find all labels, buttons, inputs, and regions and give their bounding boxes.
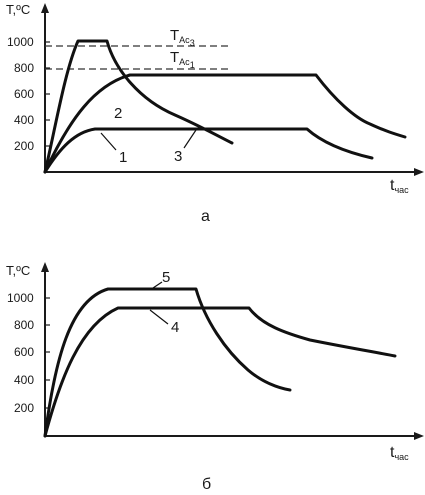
tac3-label: TAc3: [170, 27, 195, 48]
top-x-axis-label: tчас: [390, 177, 409, 195]
top-tick-1000: 1000: [7, 35, 34, 49]
tac1-label: TAc1: [170, 49, 195, 70]
bottom-caption: б: [202, 476, 211, 493]
curve-1-leader: [100, 132, 117, 151]
curve-3-leader: [183, 129, 197, 149]
top-y-arrow: [41, 3, 49, 13]
top-tick-200: 200: [14, 139, 34, 153]
curve-2: [43, 73, 407, 174]
bottom-y-axis-label: T,ºC: [6, 263, 30, 278]
curve-4-label: 4: [171, 319, 179, 336]
curve-1: [43, 127, 374, 174]
bottom-y-ticks: 1000 800 600 400 200: [7, 291, 50, 415]
bottom-x-arrow: [414, 432, 424, 440]
top-tick-600: 600: [14, 87, 34, 101]
curve-4: [43, 306, 397, 438]
curve-5-label: 5: [162, 269, 170, 286]
curve-5-leader: [149, 281, 163, 291]
bottom-tick-200: 200: [14, 401, 34, 415]
bottom-tick-600: 600: [14, 345, 34, 359]
curve-3-label: 3: [174, 148, 182, 165]
curve-1-label: 1: [119, 149, 127, 166]
top-tick-800: 800: [14, 61, 34, 75]
curve-5: [43, 287, 292, 438]
top-chart: T,ºC 1000 800 600 400 200 TAc3 TAc1 2 1: [6, 2, 424, 225]
bottom-chart: T,ºC 1000 800 600 400 200 5 4 tчас б: [6, 262, 424, 493]
curve-2-label: 2: [114, 105, 122, 122]
curve-4-leader: [149, 309, 169, 325]
bottom-x-axis-label: tчас: [390, 444, 409, 462]
bottom-tick-800: 800: [14, 318, 34, 332]
bottom-tick-1000: 1000: [7, 291, 34, 305]
top-caption: а: [201, 208, 210, 225]
top-y-axis-label: T,ºC: [6, 2, 30, 17]
top-y-ticks: 1000 800 600 400 200: [7, 35, 50, 153]
top-x-arrow: [414, 168, 424, 176]
bottom-tick-400: 400: [14, 373, 34, 387]
top-tick-400: 400: [14, 113, 34, 127]
bottom-y-arrow: [41, 262, 49, 272]
curve-3: [43, 39, 234, 174]
